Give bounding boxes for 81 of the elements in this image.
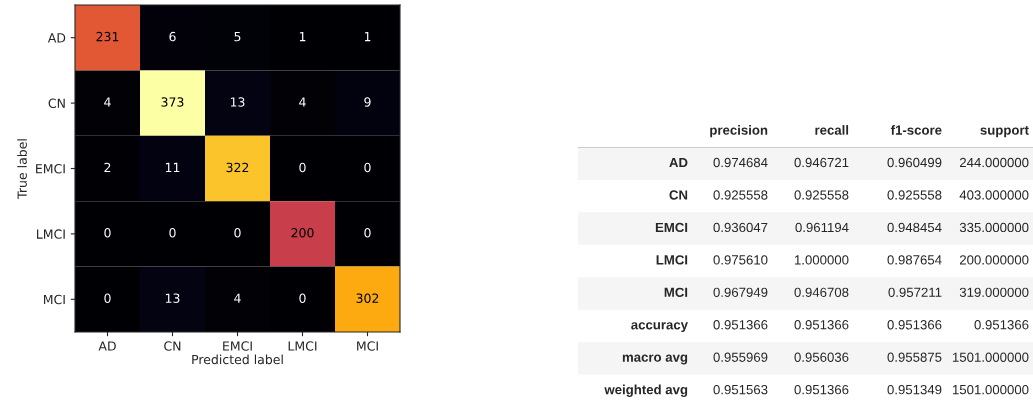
data-label: 322 (226, 162, 249, 173)
text: 0.975610 (713, 255, 768, 265)
y-tick-label: LMCI (37, 229, 65, 239)
text: 0.925558 (713, 190, 768, 200)
data-label: 0 (169, 228, 176, 238)
data-label: 0 (364, 162, 371, 173)
y-tick-label: CN (48, 98, 65, 109)
text: 0.951563 (713, 384, 768, 395)
x-tick-label: LMCI (288, 341, 317, 351)
text: 0.951366 (887, 320, 942, 330)
text: 0.951366 (794, 320, 849, 330)
text: 0.951349 (887, 384, 942, 395)
data-label: 9 (364, 97, 371, 107)
text: 0.936047 (713, 222, 768, 233)
x-tick-label: EMCI (223, 341, 252, 351)
data-label: 4 (299, 97, 306, 107)
category-label: weighted avg (604, 384, 688, 397)
data-label: 0 (299, 162, 306, 173)
text: 0.960499 (887, 157, 942, 168)
text: 1501.000000 (952, 384, 1029, 395)
data-label: 231 (96, 31, 119, 42)
data-label: 11 (165, 162, 180, 172)
data-label: 0 (104, 293, 111, 303)
category-label: EMCI (655, 222, 688, 233)
category-label: recall (815, 125, 849, 135)
x-tick-label: MCI (357, 341, 378, 351)
category-label: accuracy (631, 322, 688, 333)
text: 0.951366 (713, 320, 768, 330)
data-label: 0 (364, 228, 371, 238)
text: 0.967949 (713, 287, 768, 297)
data-label: 0 (104, 228, 111, 238)
text: 0.925558 (794, 190, 849, 200)
category-label: support (980, 126, 1029, 138)
text: 0.951366 (974, 320, 1029, 330)
data-label: 1 (299, 32, 306, 42)
text: 0.948454 (887, 222, 942, 233)
data-label: 6 (169, 31, 176, 42)
data-label: 1 (364, 32, 371, 42)
text: 0.925558 (887, 190, 942, 200)
text: 0.955875 (887, 352, 942, 362)
category-label: MCI (664, 287, 688, 297)
data-label: 200 (291, 228, 314, 238)
y-tick-label: MCI (44, 294, 65, 305)
text: 0.961194 (795, 222, 849, 233)
data-label: 4 (104, 97, 111, 107)
category-label: AD (669, 158, 688, 168)
y-axis-title: True label (17, 139, 27, 199)
text: 200.000000 (959, 255, 1029, 265)
category-label: LMCI (656, 255, 688, 265)
text: 0.951366 (794, 384, 849, 395)
y-tick-label: EMCI (36, 163, 65, 174)
x-tick-label: CN (164, 341, 181, 351)
data-label: 2 (104, 162, 111, 172)
category-label: macro avg (622, 354, 688, 365)
text: 1.000000 (794, 255, 849, 265)
text: 0.946708 (794, 287, 849, 297)
text: 0.956036 (794, 352, 849, 362)
text: 0.946721 (794, 157, 849, 168)
text: 0.955969 (713, 352, 768, 362)
data-label: 0 (299, 293, 306, 303)
data-label: 13 (165, 293, 180, 303)
data-label: 0 (234, 228, 241, 238)
data-label: 13 (230, 97, 245, 107)
y-tick-label: AD (47, 33, 66, 43)
category-label: precision (710, 125, 768, 138)
category-label: f1-score (890, 125, 942, 135)
data-label: 373 (161, 97, 184, 107)
data-label: 4 (234, 293, 241, 303)
text: 0.974684 (713, 157, 768, 168)
text: 244.000000 (959, 157, 1029, 168)
text: 403.000000 (959, 190, 1029, 200)
x-tick-label: AD (98, 341, 116, 351)
x-axis-title: Predicted label (192, 354, 283, 365)
text: 0.957211 (888, 287, 942, 297)
data-label: 5 (234, 32, 241, 42)
category-label: CN (669, 190, 688, 200)
text: 1501.000000 (952, 352, 1029, 362)
text: 319.000000 (959, 287, 1029, 297)
text: 335.000000 (959, 222, 1029, 233)
text: 0.987654 (887, 255, 942, 265)
data-label: 302 (356, 293, 379, 303)
